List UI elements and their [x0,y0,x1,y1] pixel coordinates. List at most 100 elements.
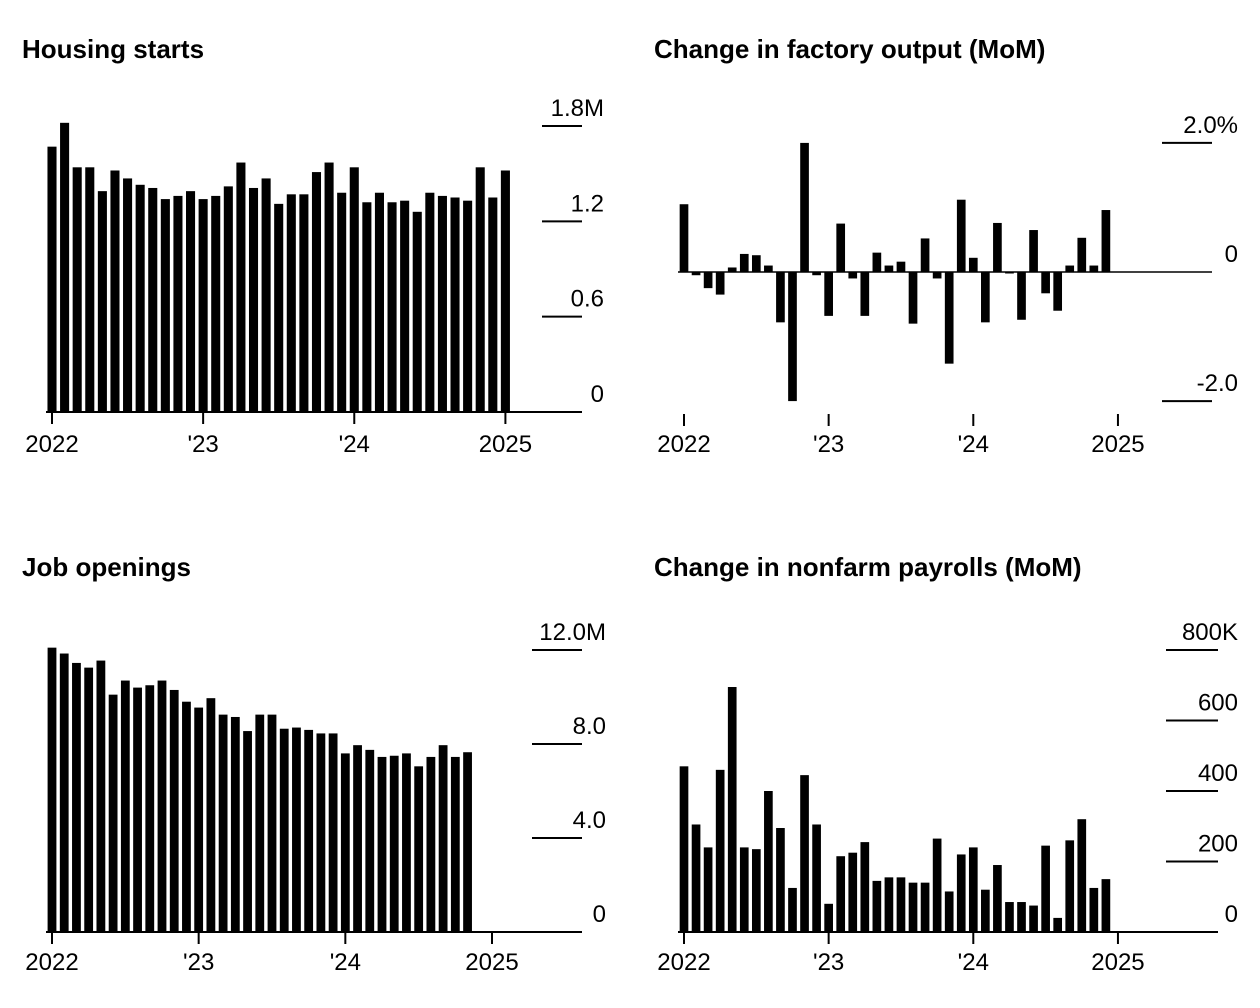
bar [788,272,797,402]
bar [135,184,145,412]
bar [739,847,749,932]
bar [365,749,375,932]
bar [1017,902,1026,932]
bar [337,192,347,412]
bar [956,199,966,272]
bar [727,267,737,272]
y-tick-label: 0.6 [571,286,604,313]
bar [896,877,906,932]
bar [47,647,57,932]
bar [872,252,882,272]
chart-title: Change in nonfarm payrolls (MoM) [654,552,1082,582]
bar [488,197,498,412]
bar [776,272,785,323]
nonfarm-payrolls-chart: 800K 600 400 200 0 2022 '23 '24 2025 [657,619,1238,976]
bar [908,882,918,932]
bar [739,253,749,272]
bar [292,727,301,932]
bar [72,167,82,412]
bar [145,685,155,932]
bar [108,694,118,932]
bar [157,680,167,932]
bar [1053,272,1063,311]
bar [186,191,196,412]
bar [463,752,472,932]
bar [848,272,858,279]
bar [1029,905,1038,932]
x-tick-label: '23 [813,431,844,458]
bar [1077,819,1087,932]
bar [1065,840,1075,932]
bar [425,192,435,412]
x-tick-label: 2025 [465,949,518,976]
bar [236,162,246,412]
bar [97,191,107,412]
y-tick-label: 0 [591,381,604,408]
bar [72,662,81,932]
y-tick-label: 0 [593,901,606,928]
x-tick-label: '24 [958,949,989,976]
x-tick-label: '23 [183,949,214,976]
bar [173,195,183,412]
bar [968,257,978,272]
bar [812,824,821,932]
bar [860,842,870,932]
chart-panel-housing-starts: Housing starts 1.8M 1.2 0.6 0 2022 '23 '24 2025 [22,34,622,474]
bar [450,197,460,412]
housing-starts-chart: 1.8M 1.2 0.6 0 2022 '23 '24 2025 [25,95,604,458]
bar [824,903,833,932]
bar [920,238,930,272]
bar [248,187,259,412]
x-tick-label: 2022 [25,949,78,976]
y-tick-label: 200 [1198,831,1238,858]
bar [679,204,689,272]
bar [1041,272,1050,294]
bar [299,194,309,412]
bar [824,272,833,316]
bar [679,766,689,932]
bar [1029,230,1038,272]
bar [1005,902,1014,932]
bar [715,272,725,295]
bar [932,838,942,932]
x-tick-label: 2025 [1091,431,1144,458]
bar [120,680,130,932]
bar [414,766,424,932]
bar [800,775,809,932]
chart-panel-factory-output: Change in factory output (MoM) 2.0% 0 -2.0… [654,34,1254,474]
bar [349,167,359,412]
bar [463,200,473,412]
y-tick-label: 800K [1182,619,1238,646]
bar [727,687,737,932]
bar [324,162,334,412]
bar [968,847,978,932]
bar [304,729,314,932]
bar [60,122,70,413]
x-tick-label: '24 [958,431,989,458]
bar [703,272,713,289]
bar [1053,917,1063,932]
bar [703,847,713,932]
bar [751,849,761,932]
x-tick-label: 2022 [657,949,710,976]
bar [836,856,846,932]
factory-output-chart: 2.0% 0 -2.0 2022 '23 '24 2025 [657,112,1238,458]
bar [751,255,761,272]
bar [1101,879,1111,932]
chart-title: Job openings [22,552,191,582]
bar [1077,237,1087,272]
bar [316,733,326,932]
x-tick-label: '23 [187,431,218,458]
y-tick-label: 1.8M [551,95,604,122]
y-tick-label: 2.0% [1183,112,1238,139]
bar [896,261,906,272]
x-tick-label: '24 [339,431,370,458]
y-tick-label: 4.0 [573,807,606,834]
y-tick-label: 400 [1198,760,1238,787]
bar [206,698,216,932]
x-tick-label: 2022 [657,431,710,458]
bar [47,146,57,412]
x-tick-label: 2025 [479,431,532,458]
bar [194,707,204,932]
bar [437,195,447,412]
